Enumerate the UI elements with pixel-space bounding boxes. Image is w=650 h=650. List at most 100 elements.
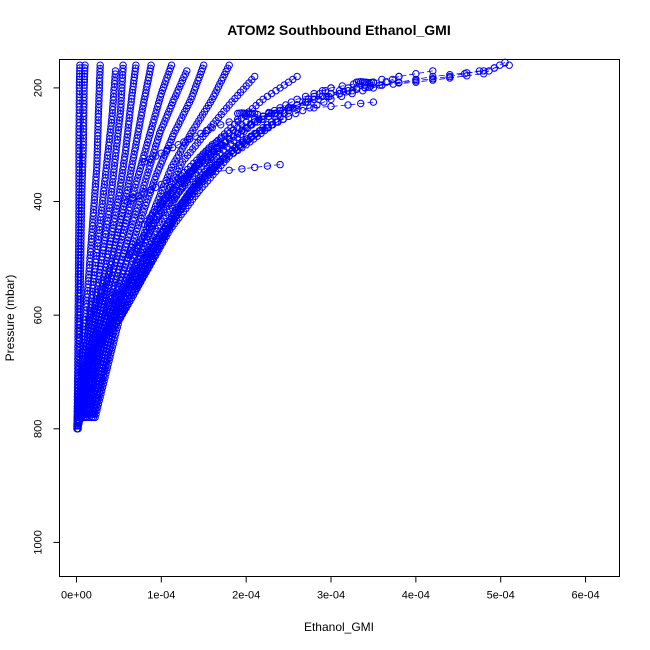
data-point <box>293 105 301 113</box>
data-point <box>389 80 397 88</box>
data-point <box>352 85 361 94</box>
data-point <box>101 311 110 319</box>
data-point <box>80 72 89 81</box>
data-point <box>276 106 284 115</box>
data-point <box>96 393 104 402</box>
data-point <box>429 67 437 75</box>
data-point <box>145 165 153 173</box>
data-point <box>225 61 233 69</box>
data-point <box>165 67 173 76</box>
data-point <box>154 102 162 111</box>
data-point <box>80 81 88 89</box>
data-point <box>132 227 141 236</box>
data-point <box>142 175 150 183</box>
data-point <box>139 184 147 193</box>
data-point <box>96 61 104 69</box>
data-point <box>152 152 160 160</box>
data-point <box>107 347 116 355</box>
data-point <box>293 72 301 81</box>
x-tick-label: 6e-04 <box>571 590 599 602</box>
data-point <box>157 89 166 98</box>
data-point <box>167 61 176 69</box>
data-point <box>146 155 154 163</box>
data-point <box>114 320 122 328</box>
series-line <box>76 65 81 429</box>
data-point <box>412 78 420 86</box>
y-tick-label: 400 <box>33 192 45 210</box>
data-point <box>164 71 172 79</box>
data-point <box>335 87 344 95</box>
data-point <box>155 96 164 104</box>
data-point <box>251 72 259 81</box>
data-point <box>132 207 141 216</box>
data-point <box>106 353 114 362</box>
data-point <box>139 154 147 163</box>
data-point <box>171 174 179 182</box>
data-point <box>166 167 174 175</box>
data-point <box>98 387 106 395</box>
data-point <box>99 380 108 388</box>
series-line <box>84 65 230 418</box>
data-point <box>81 61 89 69</box>
data-point <box>111 333 119 342</box>
data-point <box>251 163 259 172</box>
data-point <box>114 249 122 257</box>
series-line <box>161 64 510 202</box>
data-point <box>134 174 142 182</box>
data-point <box>310 89 318 98</box>
data-point <box>138 158 146 166</box>
data-point <box>259 115 267 123</box>
x-tick-label: 1e-04 <box>147 590 175 602</box>
data-point <box>147 61 155 69</box>
data-point <box>369 98 378 106</box>
data-point <box>306 104 314 112</box>
data-point <box>125 206 133 215</box>
data-point <box>109 340 117 348</box>
data-point <box>122 243 130 251</box>
data-point <box>142 145 150 153</box>
data-point <box>208 168 216 176</box>
data-point <box>388 75 397 84</box>
data-point <box>157 149 166 157</box>
data-point <box>190 86 199 94</box>
data-point <box>138 211 146 220</box>
data-point <box>106 295 114 303</box>
data-point <box>318 92 327 101</box>
data-point <box>344 84 352 92</box>
data-point <box>141 148 149 156</box>
data-point <box>194 77 202 85</box>
data-point <box>104 360 112 368</box>
y-axis: 200 400 600 800 1000 <box>33 79 60 555</box>
data-point <box>123 236 132 245</box>
data-point <box>395 79 403 87</box>
data-point <box>163 74 171 82</box>
data-point <box>238 165 246 173</box>
data-point <box>143 171 151 180</box>
data-point <box>150 115 158 124</box>
data-point <box>130 234 139 242</box>
data-point <box>378 75 386 84</box>
data-point <box>129 190 138 198</box>
data-point <box>131 231 140 239</box>
data-point <box>134 201 143 209</box>
data-point <box>327 102 335 111</box>
data-point <box>101 373 109 382</box>
data-point <box>155 132 163 141</box>
data-point <box>93 403 102 412</box>
data-point <box>103 363 112 372</box>
data-point <box>111 70 120 78</box>
data-point <box>128 240 136 249</box>
data-point <box>133 204 142 212</box>
data-point <box>183 67 191 75</box>
y-axis-label: Pressure (mbar) <box>3 275 17 362</box>
data-point <box>429 76 437 84</box>
data-point <box>174 175 183 183</box>
data-point <box>102 367 111 375</box>
series-line <box>78 65 137 424</box>
x-tick-label: 4e-04 <box>402 590 430 602</box>
data-point <box>115 245 123 254</box>
data-point <box>265 108 273 117</box>
data-point <box>327 89 335 98</box>
data-point <box>242 118 250 126</box>
data-point <box>113 252 121 260</box>
